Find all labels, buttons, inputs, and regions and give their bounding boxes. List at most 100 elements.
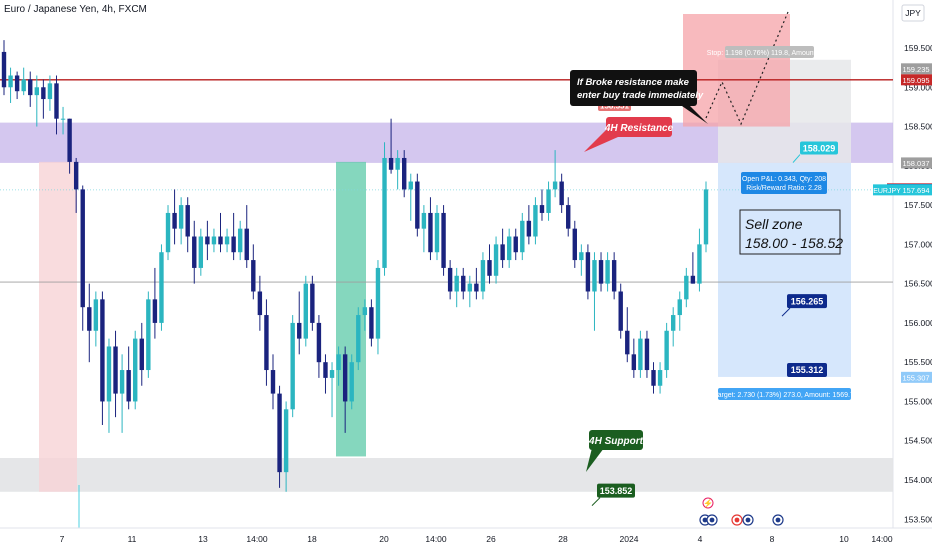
x-tick-label: 20	[379, 534, 389, 544]
candle-body	[389, 158, 393, 170]
candle-body	[632, 354, 636, 370]
candle-body	[441, 213, 445, 268]
candle-body	[212, 237, 216, 245]
candle-body	[500, 244, 504, 260]
target-zone	[718, 163, 851, 377]
green-highlight-zone	[336, 162, 366, 457]
y-tick-label: 158.500	[904, 122, 932, 132]
candle-body	[317, 323, 321, 362]
candle-body	[704, 189, 708, 244]
candle-body	[586, 252, 590, 291]
x-tick-label: 26	[486, 534, 496, 544]
candle-body	[172, 213, 176, 229]
candle-body	[481, 260, 485, 291]
candle-body	[199, 237, 203, 268]
candle-body	[231, 237, 235, 253]
candle-body	[376, 268, 380, 339]
event-icon-dot	[746, 518, 751, 523]
event-icon-dot	[735, 518, 740, 523]
y-tick-label: 154.000	[904, 475, 932, 485]
candle-body	[658, 370, 662, 386]
candle-body	[350, 362, 354, 401]
candle-body	[41, 87, 45, 99]
candle-body	[126, 370, 130, 401]
candle-body	[546, 189, 550, 213]
x-tick-label: 13	[198, 534, 208, 544]
y-tick-label: 157.500	[904, 200, 932, 210]
candle-body	[605, 260, 609, 284]
y-tick-label: 154.500	[904, 436, 932, 446]
candle-body	[48, 83, 52, 99]
candle-body	[625, 331, 629, 355]
candle-body	[310, 284, 314, 323]
bolt-icon-glyph: ⚡	[703, 498, 713, 508]
candle-body	[225, 237, 229, 245]
callout-line-1: If Broke resistance make	[577, 77, 690, 88]
candle-body	[21, 79, 25, 91]
candle-body	[81, 189, 85, 307]
candle-body	[8, 75, 12, 87]
candle-body	[304, 284, 308, 339]
candle-body	[651, 370, 655, 386]
chart-title: Euro / Japanese Yen, 4h, FXCM	[4, 4, 147, 15]
axis-price-label: 157.694	[902, 186, 929, 195]
label-158029: 158.029	[803, 143, 836, 153]
candle-body	[599, 260, 603, 284]
x-tick-label: 7	[60, 534, 65, 544]
y-tick-label: 155.500	[904, 357, 932, 367]
label-153852: 153.852	[600, 486, 633, 496]
support-zone	[0, 458, 893, 492]
candle-body	[409, 182, 413, 190]
candle-body	[290, 323, 294, 409]
x-tick-label: 18	[307, 534, 317, 544]
candle-body	[330, 370, 334, 378]
candle-body	[474, 284, 478, 292]
stop-zone	[683, 14, 790, 127]
y-tick-label: 156.000	[904, 318, 932, 328]
candle-body	[35, 87, 39, 95]
candle-body	[133, 339, 137, 402]
candle-body	[284, 409, 288, 472]
y-tick-label: 156.500	[904, 279, 932, 289]
callout-line-2: enter buy trade immediately	[577, 90, 704, 101]
y-tick-label: 159.500	[904, 43, 932, 53]
candle-body	[15, 75, 19, 91]
candle-body	[192, 237, 196, 268]
candle-body	[218, 237, 222, 245]
candle-body	[146, 299, 150, 370]
event-icon-dot	[710, 518, 715, 523]
label-155312: 155.312	[791, 365, 824, 375]
candle-body	[120, 370, 124, 394]
candle-body	[514, 237, 518, 253]
candle-body	[363, 307, 367, 315]
candle-body	[2, 52, 6, 87]
candle-body	[238, 229, 242, 253]
position-info-2: Risk/Reward Ratio: 2.28	[746, 185, 822, 192]
candle-body	[697, 244, 701, 283]
candle-body	[461, 276, 465, 292]
stop-info: Stop: 1.198 (0.76%) 119.8, Amount: 750	[707, 50, 832, 57]
candle-body	[205, 237, 209, 245]
candle-body	[428, 213, 432, 252]
axis-price-label: 159.095	[902, 76, 929, 85]
candle-body	[619, 291, 623, 330]
y-tick-label: 153.500	[904, 514, 932, 524]
candle-body	[638, 339, 642, 370]
label-156265: 156.265	[791, 296, 824, 306]
target-info: Target: 2.730 (1.73%) 273.0, Amount: 156…	[714, 392, 854, 399]
candle-body	[678, 299, 682, 315]
candle-body	[566, 205, 570, 229]
x-tick-label: 28	[558, 534, 568, 544]
candle-body	[258, 291, 262, 315]
label-153852-pointer	[592, 498, 600, 506]
sell-zone-range: 158.00 - 158.52	[745, 235, 843, 251]
candle-body	[435, 213, 439, 252]
candle-body	[54, 83, 58, 118]
candle-body	[271, 370, 275, 394]
candle-body	[553, 182, 557, 190]
candle-body	[323, 362, 327, 378]
candle-body	[277, 394, 281, 473]
candle-body	[153, 299, 157, 323]
